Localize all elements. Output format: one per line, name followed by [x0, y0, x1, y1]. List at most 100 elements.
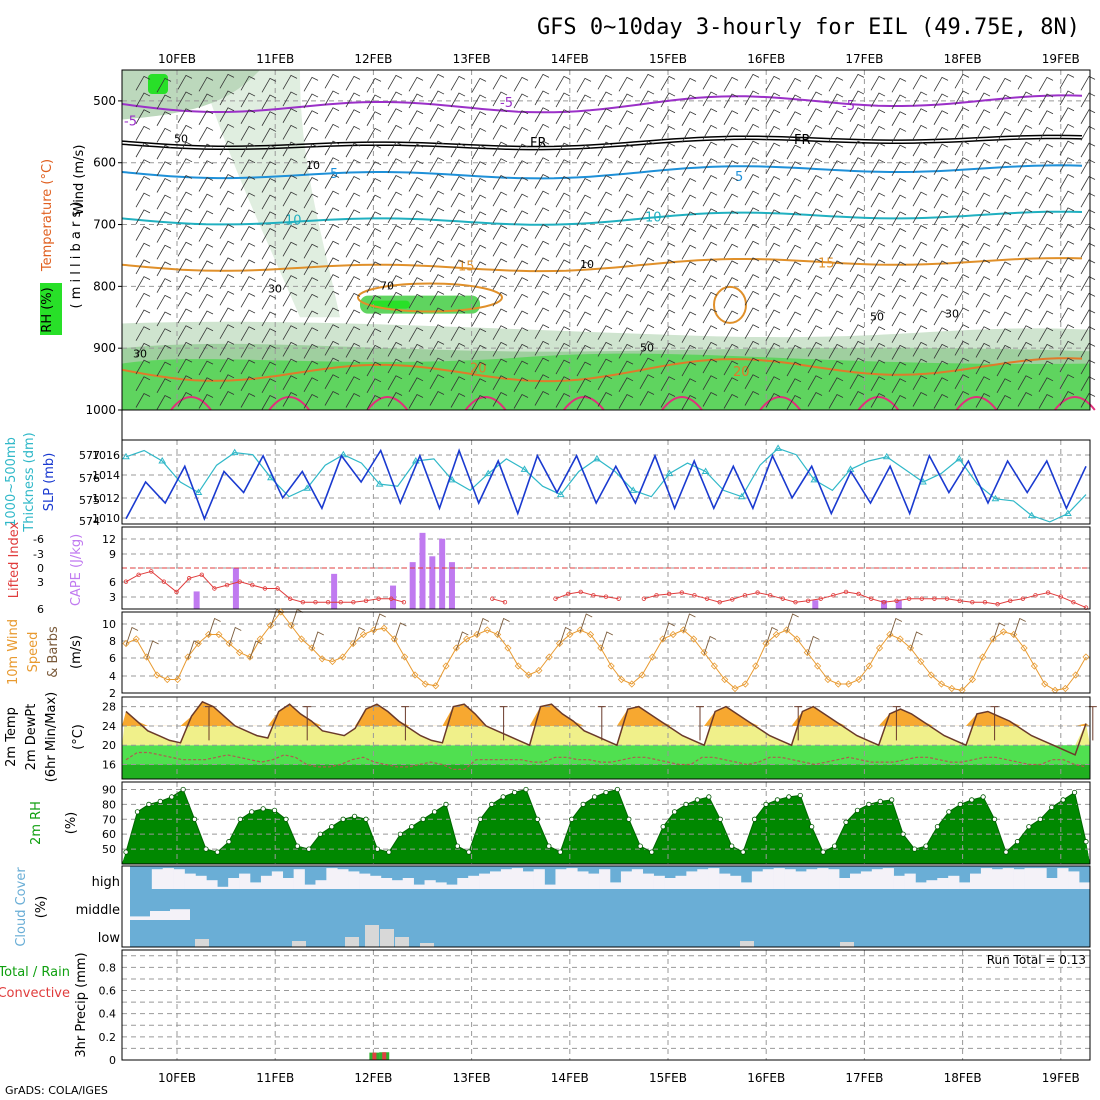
wind-barb: [408, 126, 424, 142]
wind-barb: [1080, 109, 1096, 124]
wind-barb: [429, 140, 445, 156]
wind-speed-marker: [256, 635, 264, 643]
wind-barb: [849, 274, 865, 289]
temp-panel-frame: [121, 696, 1091, 780]
wind-barb: [303, 393, 319, 409]
wind-speed-marker: [710, 662, 718, 670]
wind-barb: [1038, 227, 1054, 242]
wind-barb: [177, 158, 193, 174]
wind-barb: [744, 357, 760, 373]
wind-barb: [366, 161, 382, 177]
wind-barb: [219, 324, 235, 339]
wind-barb: [471, 161, 487, 177]
wind-barb: [324, 73, 340, 89]
wind-barb: [555, 309, 571, 325]
wind-barb: [849, 90, 865, 106]
wind-barb: [639, 390, 655, 406]
wind-barb: [933, 160, 949, 176]
ylabel-precip: 3hr Precip (mm): [74, 952, 89, 1057]
date-tick-bottom: 18FEB: [944, 1071, 982, 1085]
wind-barb: [702, 325, 718, 340]
y-tick-label: 12: [102, 533, 116, 546]
wind-barb: [639, 140, 655, 156]
wind-barb: [555, 142, 571, 158]
wind-barb: [303, 343, 319, 359]
wind-barb: [282, 225, 298, 240]
wind-barb: [891, 211, 907, 227]
wind-barb: [744, 73, 760, 89]
wind-barb: [450, 175, 466, 191]
rh2m-marker: [409, 824, 415, 830]
rh2m-marker: [123, 849, 129, 855]
wind-barb: [156, 378, 172, 393]
wind-barb: [324, 140, 340, 156]
wind-barb: [765, 342, 781, 358]
y-tick-label: 6: [109, 652, 116, 665]
wind-barb: [933, 76, 949, 92]
temperature-contour-25: [955, 396, 998, 411]
cloud-high-cell: [937, 878, 949, 889]
date-tick-bottom: 10FEB: [158, 1071, 196, 1085]
thickness-marker: [158, 457, 167, 464]
wind-barb: [891, 261, 907, 277]
wind-barb: [345, 109, 361, 124]
wind-barb: [891, 127, 907, 143]
thickness-marker: [737, 492, 746, 500]
date-tick-bottom: 19FEB: [1042, 1071, 1080, 1085]
rh2m-marker: [580, 801, 586, 807]
wind-barb: [639, 173, 655, 189]
wind-barb: [576, 194, 592, 210]
wind-barb: [681, 211, 697, 227]
wind-barb: [366, 311, 382, 327]
rh2m-marker: [1060, 797, 1066, 803]
lifted-index-marker: [288, 596, 293, 601]
wind-barb: [1017, 358, 1033, 374]
y-tick-label: 2: [109, 687, 116, 700]
wind-barb: [975, 226, 991, 241]
wind-barb: [156, 278, 172, 293]
wind-barb: [492, 291, 508, 307]
wind-barb: [828, 327, 844, 342]
wind-speed-marker: [287, 621, 295, 630]
wind-barb: [198, 210, 214, 226]
wind-barb: [324, 390, 340, 406]
wind-barb: [429, 357, 445, 373]
temperature-contour-25: [1054, 396, 1096, 411]
wind-barb: [660, 75, 676, 91]
rh2m-marker: [946, 809, 952, 815]
wind-barb: [954, 207, 970, 223]
wind-barb: [408, 277, 424, 292]
cloud-high-cell: [653, 875, 665, 889]
rh2m-marker: [1037, 816, 1043, 822]
rh2m-marker: [649, 849, 655, 855]
wind-barb: [135, 292, 151, 308]
wind-barb: [450, 376, 466, 391]
wind-barb: [933, 293, 949, 309]
wind-barb: [555, 209, 571, 225]
wind-barb: [177, 241, 193, 257]
wind-barb: [576, 177, 592, 193]
wind-barb: [996, 144, 1012, 160]
wind-barb: [240, 209, 256, 225]
rh2m-marker: [283, 816, 289, 822]
wind-barb: [828, 126, 844, 142]
wind-barb: [534, 224, 550, 239]
wind-barb: [261, 278, 277, 293]
wind-barb: [807, 341, 823, 357]
wind-barb: [240, 342, 256, 358]
wind-barb: [891, 144, 907, 160]
cape-bar: [439, 538, 446, 609]
wind-panel-frame: [121, 611, 1091, 694]
thickness-marker: [339, 450, 348, 458]
wind-barb: [534, 173, 550, 189]
wind-barb: [429, 123, 445, 139]
wind-barb: [324, 123, 340, 139]
wind-barb: [933, 377, 949, 392]
lifted-index-marker: [136, 572, 141, 578]
temperature-label: -5: [124, 114, 137, 129]
slp-line: [125, 448, 1087, 521]
wind-barb: [177, 358, 193, 374]
wind-barb: [954, 224, 970, 239]
thickness-marker: [774, 444, 782, 451]
wind-barb: [597, 308, 613, 324]
